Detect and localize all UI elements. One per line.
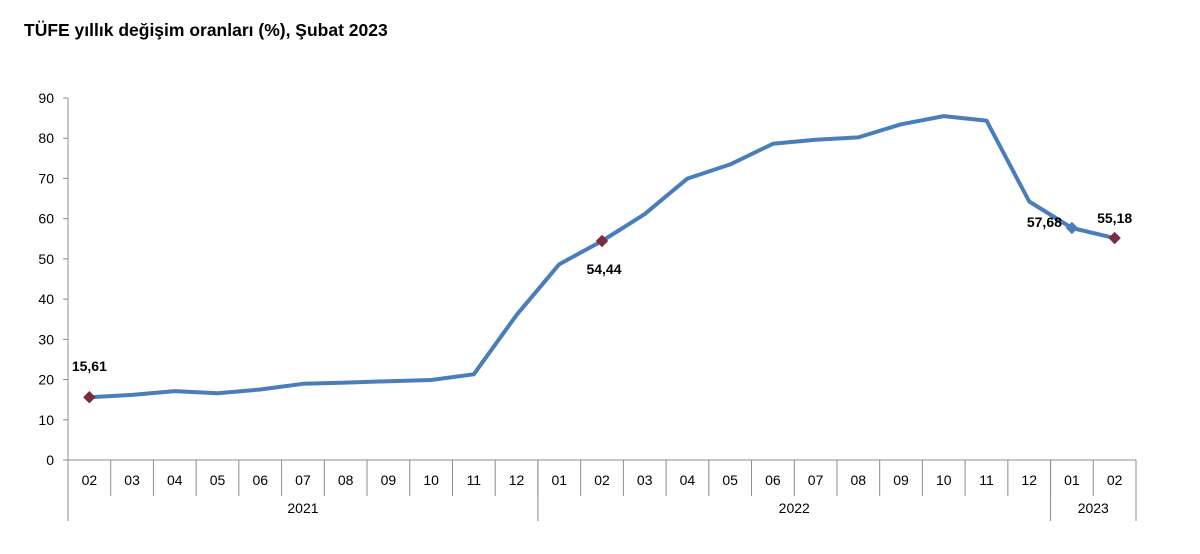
- chart-title: TÜFE yıllık değişim oranları (%), Şubat …: [24, 20, 388, 40]
- data-point-marker: [595, 234, 609, 248]
- data-label: 15,61: [72, 358, 107, 374]
- year-group-label: 2021: [287, 500, 318, 516]
- x-tick-label: 09: [381, 472, 397, 488]
- x-tick-label: 06: [765, 472, 781, 488]
- series-layer: [87, 114, 1117, 400]
- data-point-marker: [83, 391, 96, 404]
- series-line: [87, 114, 1117, 400]
- x-tick-label: 07: [808, 472, 824, 488]
- x-tick-label: 02: [82, 472, 98, 488]
- x-tick-label: 02: [1107, 472, 1123, 488]
- x-tick-label: 10: [936, 472, 952, 488]
- x-tick-label: 12: [509, 472, 525, 488]
- x-tick-label: 10: [423, 472, 439, 488]
- x-tick-label: 08: [851, 472, 867, 488]
- y-axis-ticks: 0 10 20 30 40 50 60 70 80 90: [38, 90, 68, 468]
- x-tick-label: 07: [295, 472, 311, 488]
- x-tick-label: 11: [979, 472, 994, 488]
- data-labels: 15,61 54,44 57,68 55,18: [72, 210, 1132, 404]
- y-tick-label: 50: [38, 251, 54, 267]
- x-tick-label: 05: [722, 472, 738, 488]
- data-label: 57,68: [1027, 214, 1062, 230]
- y-tick-label: 80: [38, 130, 54, 146]
- axes: [67, 98, 1136, 461]
- x-tick-label: 04: [680, 472, 696, 488]
- data-label: 54,44: [586, 261, 621, 277]
- data-point-marker: [1108, 231, 1121, 245]
- x-tick-label: 01: [1064, 472, 1080, 488]
- x-tick-label: 05: [210, 472, 226, 488]
- data-label: 55,18: [1097, 210, 1132, 226]
- y-tick-label: 30: [38, 331, 54, 347]
- data-point-marker: [1065, 221, 1079, 235]
- x-tick-label: 11: [467, 472, 482, 488]
- y-tick-label: 0: [46, 452, 54, 468]
- y-tick-label: 20: [38, 372, 54, 388]
- x-tick-label: 09: [893, 472, 909, 488]
- x-tick-label: 01: [551, 472, 567, 488]
- y-tick-label: 90: [38, 90, 54, 106]
- x-tick-label: 03: [124, 472, 140, 488]
- x-tick-label: 08: [338, 472, 354, 488]
- x-tick-label: 03: [637, 472, 653, 488]
- y-tick-label: 40: [38, 291, 54, 307]
- y-tick-label: 70: [38, 170, 54, 186]
- y-tick-label: 10: [38, 412, 54, 428]
- year-group-label: 2022: [779, 500, 810, 516]
- x-tick-label: 06: [252, 472, 268, 488]
- x-axis-ticks: 02 03 04 05 06 07 08 09 10 11 12 01 02 03 04 05 06 07 08 09…: [67, 460, 1137, 521]
- year-group-label: 2023: [1078, 500, 1109, 516]
- x-tick-label: 04: [167, 472, 183, 488]
- y-tick-label: 60: [38, 211, 54, 227]
- x-tick-label: 12: [1021, 472, 1037, 488]
- x-tick-label: 02: [594, 472, 610, 488]
